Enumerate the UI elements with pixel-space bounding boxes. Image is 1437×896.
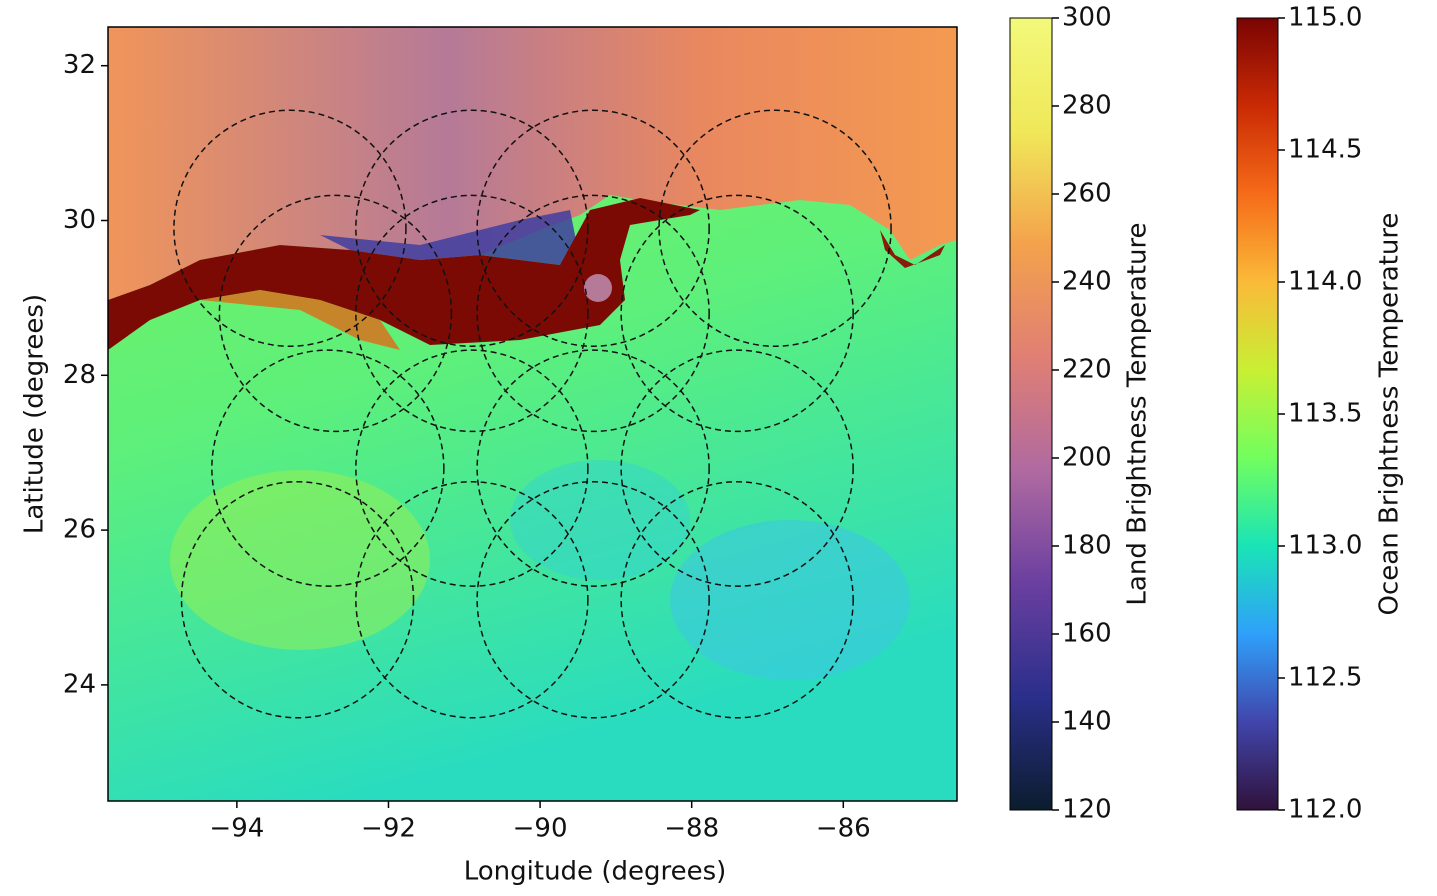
ocean-colorbar: 112.0 112.5 113.0 113.5 114.0 114.5 115.0 Ocean… (1236, 3, 1405, 825)
x-tick-label: −92 (361, 814, 416, 844)
colorbar-tick-label: 260 (1062, 179, 1112, 209)
colorbar-label: Ocean Brightness Temperature (1375, 213, 1405, 616)
colorbar-tick-label: 240 (1062, 267, 1112, 297)
x-tick-label: −88 (664, 814, 719, 844)
colorbar-tick-label: 140 (1062, 707, 1112, 737)
colorbar-label: Land Brightness Temperature (1123, 222, 1153, 605)
footprint (218, 194, 453, 433)
colorbar-tick-label: 160 (1062, 619, 1112, 649)
y-tick-label: 26 (63, 515, 96, 545)
colorbar-tick-label: 115.0 (1288, 3, 1362, 33)
footprint (355, 109, 589, 347)
footprint (476, 349, 710, 587)
colorbar-tick-label: 113.5 (1288, 399, 1362, 429)
y-tick-label: 32 (63, 50, 96, 80)
land-colorbar: 120 140 160 180 200 220 240 260 280 300 Land Brigh… (1009, 3, 1153, 825)
colorbar-tick-label: 300 (1062, 3, 1112, 33)
y-tick-label: 30 (63, 205, 96, 235)
footprint (476, 194, 710, 433)
colorbar-tick-label: 112.0 (1288, 795, 1362, 825)
colorbar-tick-label: 180 (1062, 531, 1112, 561)
colorbar-tick-label: 120 (1062, 795, 1112, 825)
colorbar (1236, 17, 1279, 811)
colorbar (1009, 17, 1053, 811)
map-background (108, 27, 957, 801)
x-axis-label: Longitude (degrees) (464, 857, 727, 887)
footprint (620, 194, 854, 433)
footprint (355, 194, 589, 433)
footprint (620, 481, 854, 719)
colorbar-tick-label: 280 (1062, 91, 1112, 121)
footprint (476, 109, 710, 347)
footprint (211, 349, 445, 587)
y-axis-label: Latitude (degrees) (20, 294, 50, 534)
colorbar-tick-label: 114.5 (1288, 135, 1362, 165)
footprint (620, 349, 854, 587)
footprint (180, 481, 415, 719)
colorbar-tick-label: 112.5 (1288, 663, 1362, 693)
footprint (476, 481, 710, 719)
x-tick-label: −94 (209, 814, 264, 844)
colorbar-tick-label: 200 (1062, 443, 1112, 473)
footprint (173, 109, 407, 347)
footprint (355, 349, 589, 587)
footprint (658, 109, 892, 347)
colorbar-tick-label: 113.0 (1288, 531, 1362, 561)
y-tick-label: 28 (63, 360, 96, 390)
y-tick-label: 24 (63, 669, 96, 699)
x-tick-label: −90 (513, 814, 568, 844)
footprint (355, 481, 589, 719)
x-tick-label: −86 (816, 814, 871, 844)
colorbar-tick-label: 220 (1062, 355, 1112, 385)
colorbar-tick-label: 114.0 (1288, 267, 1362, 297)
plot-frame (107, 26, 958, 802)
